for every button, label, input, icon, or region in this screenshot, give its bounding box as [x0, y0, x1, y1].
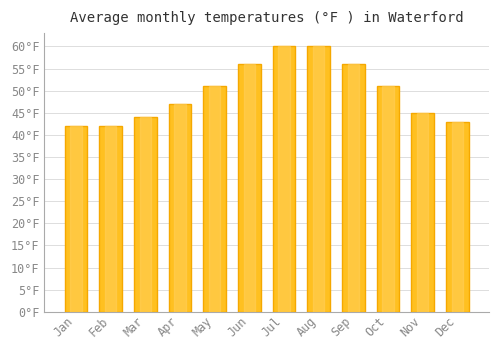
Bar — [64, 126, 87, 312]
Bar — [238, 64, 260, 312]
Bar — [377, 86, 400, 312]
Bar — [308, 47, 330, 312]
Bar — [105, 126, 117, 312]
Bar — [342, 64, 364, 312]
Bar — [313, 47, 324, 312]
Bar — [134, 117, 156, 312]
Bar — [417, 113, 428, 312]
Bar — [278, 47, 289, 312]
Bar — [100, 126, 122, 312]
Bar — [209, 86, 220, 312]
Bar — [446, 122, 468, 312]
Bar — [244, 64, 255, 312]
Bar — [70, 126, 82, 312]
Bar — [168, 104, 192, 312]
Title: Average monthly temperatures (°F ) in Waterford: Average monthly temperatures (°F ) in Wa… — [70, 11, 464, 25]
Bar — [140, 117, 151, 312]
Bar — [412, 113, 434, 312]
Bar — [452, 122, 463, 312]
Bar — [204, 86, 226, 312]
Bar — [174, 104, 186, 312]
Bar — [272, 47, 295, 312]
Bar — [348, 64, 359, 312]
Bar — [382, 86, 394, 312]
